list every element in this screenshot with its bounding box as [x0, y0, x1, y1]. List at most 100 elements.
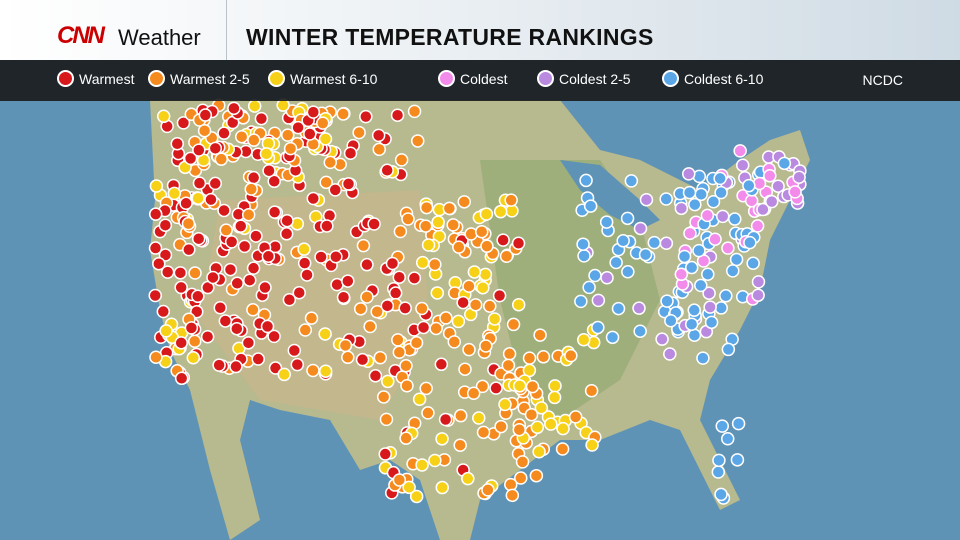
station-marker — [223, 262, 238, 277]
station-marker — [447, 335, 462, 349]
station-marker — [498, 397, 512, 412]
station-marker — [192, 143, 206, 157]
station-marker — [392, 345, 407, 360]
station-marker — [457, 195, 471, 209]
station-marker — [378, 447, 393, 461]
station-marker — [224, 235, 239, 249]
station-marker — [792, 170, 806, 184]
station-marker — [655, 332, 669, 346]
station-marker — [453, 408, 468, 423]
station-marker — [306, 105, 321, 119]
station-marker — [730, 453, 745, 467]
station-marker — [230, 321, 244, 336]
station-marker — [336, 107, 350, 121]
station-marker — [197, 123, 212, 138]
station-marker — [481, 483, 495, 497]
station-marker — [373, 350, 388, 365]
station-marker — [380, 163, 394, 178]
coldest-2-5-swatch — [537, 70, 554, 87]
station-marker — [260, 319, 275, 334]
station-marker — [733, 144, 747, 158]
station-marker — [529, 468, 544, 483]
station-marker — [306, 363, 320, 378]
station-marker — [318, 327, 332, 341]
station-marker — [402, 480, 416, 495]
station-marker — [148, 288, 162, 303]
station-marker — [363, 319, 377, 334]
station-marker — [241, 208, 256, 222]
station-marker — [318, 132, 333, 146]
station-marker — [591, 293, 606, 308]
station-marker — [415, 301, 429, 316]
station-marker — [438, 412, 453, 427]
station-marker — [638, 247, 653, 262]
station-marker — [174, 280, 188, 295]
station-marker — [701, 267, 715, 281]
station-marker — [187, 334, 202, 349]
station-marker — [416, 320, 431, 335]
station-marker — [198, 108, 213, 122]
station-marker — [174, 371, 189, 386]
station-marker — [478, 267, 493, 282]
station-marker — [599, 215, 614, 229]
station-marker — [706, 195, 721, 209]
station-marker — [249, 229, 263, 243]
station-marker — [167, 186, 182, 201]
station-marker — [462, 342, 476, 357]
station-marker — [381, 374, 395, 389]
station-marker — [258, 280, 272, 295]
station-marker — [647, 235, 662, 250]
station-marker — [505, 488, 520, 503]
warmest-6-10-swatch — [268, 70, 285, 87]
station-marker — [407, 271, 422, 285]
station-marker — [206, 270, 220, 285]
station-marker — [536, 350, 551, 364]
station-marker — [743, 235, 757, 250]
station-marker — [609, 255, 623, 270]
station-marker — [568, 410, 583, 424]
station-marker — [287, 343, 302, 358]
station-marker — [282, 293, 297, 307]
station-marker — [304, 311, 319, 325]
station-marker — [611, 301, 626, 316]
station-marker — [213, 301, 228, 315]
station-marker — [410, 134, 425, 148]
station-marker — [468, 298, 483, 312]
station-marker — [483, 299, 497, 313]
page-title: WINTER TEMPERATURE RANKINGS — [246, 24, 654, 50]
station-marker — [200, 329, 215, 344]
station-marker — [480, 239, 494, 253]
station-marker — [694, 187, 708, 202]
station-marker — [208, 141, 223, 156]
station-marker — [149, 179, 164, 193]
station-marker — [208, 176, 223, 191]
station-marker — [475, 379, 490, 394]
station-marker — [160, 265, 175, 279]
station-marker — [462, 279, 476, 293]
station-marker — [191, 289, 205, 304]
legend-label: Warmest 2-5 — [170, 70, 250, 87]
station-marker — [735, 158, 750, 172]
station-marker — [577, 249, 591, 263]
station-marker — [229, 359, 243, 374]
station-marker — [446, 218, 460, 232]
station-marker — [576, 332, 591, 347]
station-marker — [246, 170, 261, 185]
station-marker — [591, 320, 605, 335]
station-marker — [297, 256, 312, 270]
station-marker — [731, 416, 746, 431]
station-marker — [677, 249, 692, 264]
station-marker — [148, 241, 163, 255]
station-marker — [660, 294, 674, 308]
station-marker — [467, 265, 482, 279]
station-marker — [476, 280, 490, 295]
station-marker — [267, 174, 281, 189]
station-marker — [421, 238, 436, 252]
station-marker — [320, 219, 334, 233]
header-bar: CNN Weather WINTER TEMPERATURE RANKINGS — [0, 0, 960, 60]
station-marker — [341, 274, 355, 288]
station-marker — [719, 289, 733, 303]
station-marker — [247, 133, 261, 147]
station-marker — [713, 171, 727, 186]
station-marker — [715, 419, 729, 433]
